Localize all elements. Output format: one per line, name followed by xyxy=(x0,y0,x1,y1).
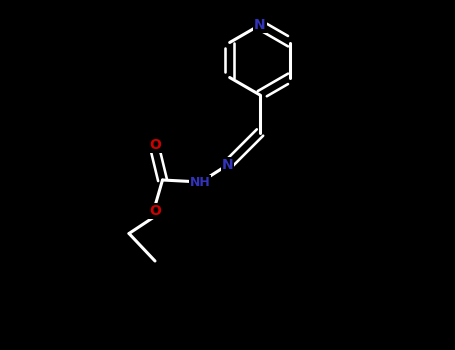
Text: N: N xyxy=(254,18,266,32)
Text: N: N xyxy=(222,158,233,172)
Text: O: O xyxy=(149,138,161,152)
Text: NH: NH xyxy=(190,176,210,189)
Text: O: O xyxy=(149,204,161,218)
